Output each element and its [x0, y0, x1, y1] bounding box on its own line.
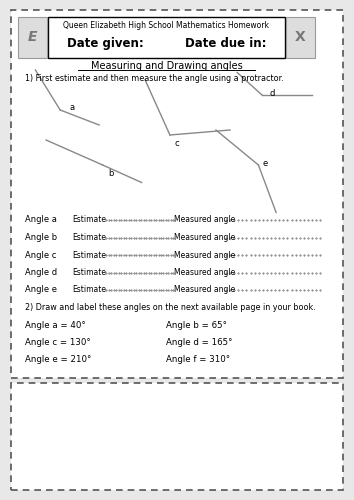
FancyBboxPatch shape	[48, 16, 285, 58]
Text: Angle e: Angle e	[25, 286, 57, 294]
Text: Estimate: Estimate	[73, 250, 107, 260]
Text: Angle a = 40°: Angle a = 40°	[25, 320, 86, 330]
Text: E: E	[28, 30, 37, 44]
Text: Measured angle: Measured angle	[174, 286, 235, 294]
FancyBboxPatch shape	[18, 16, 47, 58]
Text: Angle a: Angle a	[25, 216, 57, 224]
Text: a: a	[69, 103, 74, 112]
Text: 1) First estimate and then measure the angle using a protractor.: 1) First estimate and then measure the a…	[25, 74, 284, 83]
Text: e: e	[263, 160, 268, 168]
Text: Angle b = 65°: Angle b = 65°	[166, 320, 227, 330]
Text: Angle d = 165°: Angle d = 165°	[166, 338, 233, 347]
Text: Measured angle: Measured angle	[174, 216, 235, 224]
Text: Estimate: Estimate	[73, 216, 107, 224]
Text: Estimate: Estimate	[73, 286, 107, 294]
Text: d: d	[270, 90, 275, 98]
Text: Angle b: Angle b	[25, 233, 57, 242]
Text: Date given:          Date due in:: Date given: Date due in:	[67, 38, 266, 51]
Text: Measuring and Drawing angles: Measuring and Drawing angles	[91, 61, 242, 71]
Text: Angle f = 310°: Angle f = 310°	[166, 356, 230, 364]
Text: Angle c = 130°: Angle c = 130°	[25, 338, 91, 347]
Text: Estimate: Estimate	[73, 233, 107, 242]
FancyBboxPatch shape	[11, 382, 343, 490]
FancyBboxPatch shape	[11, 10, 343, 378]
Text: Angle c: Angle c	[25, 250, 56, 260]
Text: Angle d: Angle d	[25, 268, 57, 277]
Text: b: b	[108, 170, 113, 178]
Text: Measured angle: Measured angle	[174, 250, 235, 260]
Text: Queen Elizabeth High School Mathematics Homework: Queen Elizabeth High School Mathematics …	[63, 20, 269, 30]
Text: Estimate: Estimate	[73, 268, 107, 277]
Text: 2) Draw and label these angles on the next available page in your book.: 2) Draw and label these angles on the ne…	[25, 303, 315, 312]
Text: Angle e = 210°: Angle e = 210°	[25, 356, 91, 364]
Text: Measured angle: Measured angle	[174, 268, 235, 277]
Text: X: X	[295, 30, 306, 44]
Text: c: c	[174, 140, 179, 148]
Text: Measured angle: Measured angle	[174, 233, 235, 242]
FancyBboxPatch shape	[286, 16, 315, 58]
